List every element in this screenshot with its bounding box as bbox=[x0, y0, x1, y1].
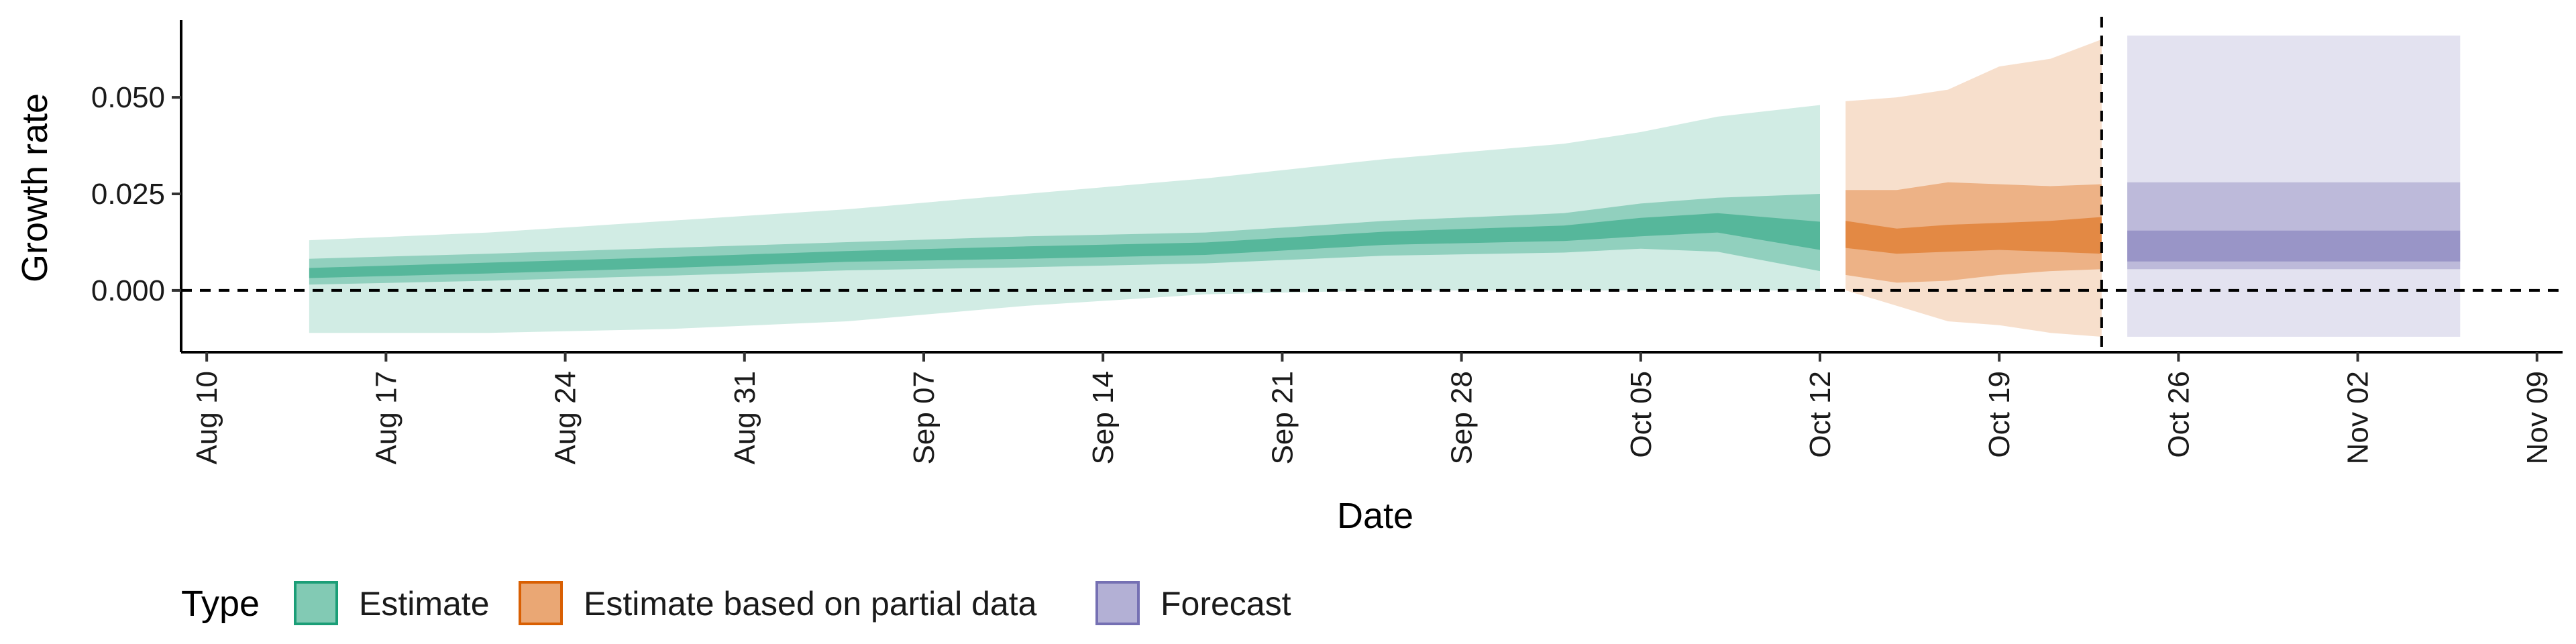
x-axis-ticks: Aug 10 Aug 17 Aug 24 Aug 31 Sep 07 Sep 14 Sep … bbox=[191, 352, 2554, 464]
x-tick-label: Aug 17 bbox=[370, 371, 402, 464]
y-axis-title: Growth rate bbox=[15, 93, 55, 282]
x-tick-label: Nov 02 bbox=[2342, 371, 2375, 464]
x-tick-label: Oct 05 bbox=[1625, 371, 1658, 458]
y-tick-label: 0.025 bbox=[91, 178, 165, 211]
x-tick-label: Sep 07 bbox=[908, 371, 941, 464]
x-tick-label: Sep 14 bbox=[1087, 371, 1120, 464]
legend-title: Type bbox=[181, 584, 260, 624]
x-tick-label: Oct 19 bbox=[1983, 371, 2016, 458]
axes bbox=[180, 20, 2563, 354]
legend-key-1 bbox=[519, 581, 563, 625]
reference-lines bbox=[181, 17, 2563, 352]
legend-key-0 bbox=[294, 581, 338, 625]
x-tick-label: Sep 21 bbox=[1266, 371, 1299, 464]
legend-label-1: Estimate based on partial data bbox=[584, 585, 1037, 623]
band-20-series-0 bbox=[309, 213, 1821, 278]
x-tick-label: Oct 26 bbox=[2162, 371, 2195, 458]
y-tick-label: 0.000 bbox=[91, 274, 165, 307]
x-tick-label: Aug 31 bbox=[729, 371, 761, 464]
x-tick-label: Sep 28 bbox=[1446, 371, 1479, 464]
x-tick-label: Nov 09 bbox=[2521, 371, 2554, 464]
legend: Type Estimate Estimate based on partial d… bbox=[181, 581, 1291, 625]
band-90-series-0 bbox=[309, 105, 1821, 333]
x-tick-label: Aug 24 bbox=[549, 371, 582, 464]
band-20-series-2 bbox=[2127, 230, 2461, 262]
band-20-series-1 bbox=[1845, 217, 2102, 254]
y-axis-ticks: 0.000 0.025 0.050 bbox=[91, 81, 181, 307]
band-90-series-1 bbox=[1845, 39, 2102, 337]
x-tick-label: Oct 12 bbox=[1804, 371, 1837, 458]
legend-label-0: Estimate bbox=[359, 585, 490, 623]
y-tick-label: 0.050 bbox=[91, 81, 165, 114]
ribbon-bands bbox=[309, 36, 2461, 337]
x-axis-title: Date bbox=[1337, 496, 1413, 536]
legend-label-2: Forecast bbox=[1161, 585, 1291, 623]
x-tick-label: Aug 10 bbox=[191, 371, 223, 464]
legend-key-2 bbox=[1095, 581, 1140, 625]
band-90-series-2 bbox=[2127, 36, 2461, 337]
